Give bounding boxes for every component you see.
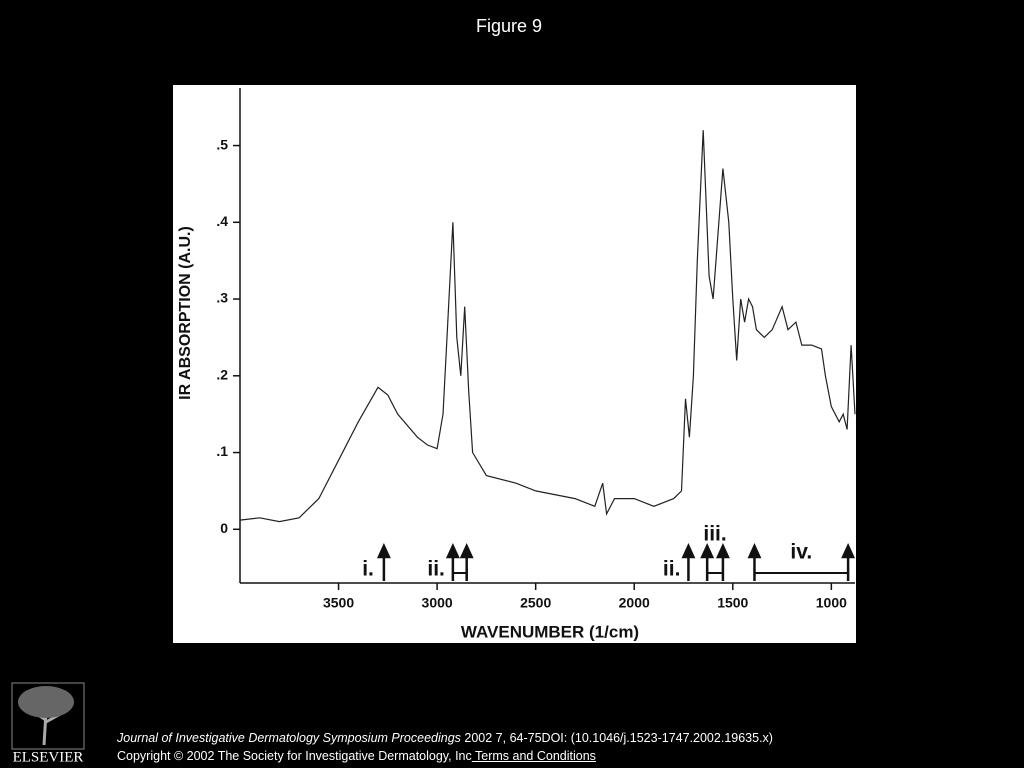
annotation-arrow xyxy=(681,542,696,581)
x-tick-label: 1500 xyxy=(717,595,748,611)
copyright: Copyright © 2002 The Society for Investi… xyxy=(117,749,472,763)
slide-title: Figure 9 xyxy=(476,16,542,36)
y-tick-label: .4 xyxy=(216,213,228,229)
x-tick-label: 3000 xyxy=(422,595,453,611)
figure-panel xyxy=(173,85,856,643)
annotation-label: i. xyxy=(362,558,374,581)
annotation-bracket xyxy=(753,568,850,578)
y-tick-label: .2 xyxy=(216,366,228,382)
publisher-name: ELSEVIER xyxy=(13,749,84,765)
copyright-line: Copyright © 2002 The Society for Investi… xyxy=(117,749,596,763)
annotation-label: ii. xyxy=(427,558,445,581)
x-axis-title: WAVENUMBER (1/cm) xyxy=(461,622,639,641)
y-axis-title: IR ABSORPTION (A.U.) xyxy=(177,226,194,400)
x-tick-label: 2500 xyxy=(520,595,551,611)
annotation-bracket xyxy=(451,568,468,578)
elsevier-logo: ELSEVIER xyxy=(11,682,85,765)
y-tick-label: .3 xyxy=(216,290,228,306)
annotation-label: iii. xyxy=(703,523,726,546)
spectrum-line xyxy=(239,130,856,523)
annotation-label: ii. xyxy=(663,558,681,581)
y-tick-label: .1 xyxy=(216,443,228,459)
annotation-bracket xyxy=(706,568,724,578)
x-tick-label: 1000 xyxy=(816,595,847,611)
citation: 2002 7, 64-75DOI: (10.1046/j.1523-1747.2… xyxy=(460,731,773,745)
annotation-arrow xyxy=(376,542,391,581)
annotation-label: iv. xyxy=(790,541,812,564)
citation-line: Journal of Investigative Dermatology Sym… xyxy=(117,731,773,745)
y-tick-label: .5 xyxy=(216,136,228,152)
terms-link[interactable]: Terms and Conditions xyxy=(471,749,596,763)
y-tick-label: 0 xyxy=(220,520,228,536)
x-tick-label: 3500 xyxy=(323,595,354,611)
x-tick-label: 2000 xyxy=(619,595,650,611)
journal-name: Journal of Investigative Dermatology Sym… xyxy=(117,731,461,745)
